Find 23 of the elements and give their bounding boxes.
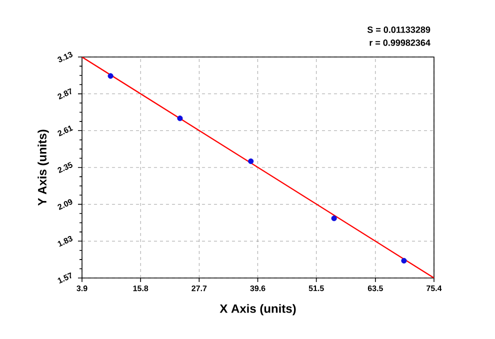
y-tick-label: 1.83: [58, 236, 73, 247]
x-tick-label: 51.5: [308, 286, 324, 292]
point: [108, 73, 114, 79]
y-axis-title: Y Axis (units): [38, 130, 49, 206]
x-tick-label: 63.5: [368, 286, 383, 292]
x-tick-label: 27.7: [192, 286, 207, 292]
y-tick-label: 1.57: [58, 272, 72, 284]
x-tick-label: 15.8: [133, 286, 148, 292]
y-tick-label: 2.09: [58, 199, 72, 210]
x-tick-label: 75.4: [426, 286, 442, 292]
point: [331, 216, 337, 222]
x-tick-label: 3.9: [76, 286, 88, 292]
y-tick-label: 2.35: [58, 162, 72, 174]
point: [401, 258, 407, 264]
y-tick-label: 2.87: [58, 88, 72, 100]
text: r = 0.99982364: [370, 40, 430, 46]
x-tick-label: 39.6: [250, 286, 266, 292]
point: [177, 116, 183, 122]
x-axis-title: X Axis (units): [220, 304, 296, 316]
point: [248, 158, 254, 164]
y-tick-label: 2.61: [58, 126, 74, 136]
text: S = 0.01133289: [367, 26, 430, 33]
y-tick-label: 3.13: [58, 52, 73, 62]
